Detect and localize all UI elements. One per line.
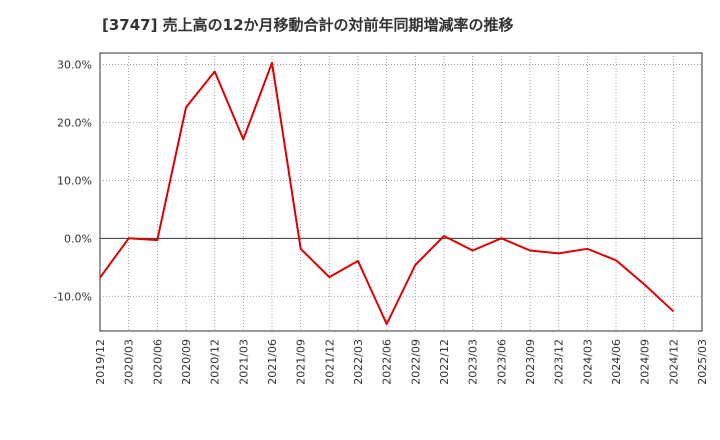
x-tick-label: 2023/06	[495, 339, 508, 385]
y-tick-label: 10.0%	[57, 174, 92, 187]
x-tick-label: 2020/06	[151, 339, 164, 385]
x-tick-label: 2025/03	[696, 339, 709, 385]
series-layer	[99, 61, 674, 326]
plot-area	[99, 52, 703, 332]
x-tick-label: 2020/03	[123, 339, 136, 385]
x-tick-label: 2022/12	[438, 339, 451, 385]
x-tick-label: 2021/09	[295, 339, 308, 385]
x-tick-label: 2024/06	[610, 339, 623, 385]
y-axis-tick-labels: 30.0% 20.0% 10.0% 0.0% -10.0%	[53, 59, 92, 304]
chart-title: [3747] 売上高の12か月移動合計の対前年同期増減率の推移	[102, 16, 514, 34]
x-tick-label: 2021/03	[237, 339, 250, 385]
x-axis-tick-labels: 2019/12 2020/03 2020/06 2020/09 2020/12 2021/…	[94, 339, 709, 385]
x-tick-label: 2021/12	[323, 339, 336, 385]
x-tick-label: 2020/09	[180, 339, 193, 385]
y-tick-label: 0.0%	[64, 232, 92, 245]
y-tick-label: 30.0%	[57, 59, 92, 72]
x-tick-label: 2021/06	[266, 339, 279, 385]
grid-lines	[100, 53, 702, 331]
series-line	[99, 61, 674, 326]
x-tick-label: 2022/09	[409, 339, 422, 385]
x-tick-label: 2023/03	[467, 339, 480, 385]
x-tick-label: 2023/09	[524, 339, 537, 385]
x-tick-label: 2024/03	[581, 339, 594, 385]
x-tick-label: 2019/12	[94, 339, 107, 385]
x-tick-label: 2022/03	[352, 339, 365, 385]
x-tick-label: 2024/12	[667, 339, 680, 385]
y-tick-label: 20.0%	[57, 117, 92, 130]
x-tick-label: 2022/06	[381, 339, 394, 385]
x-tick-label: 2023/12	[553, 339, 566, 385]
y-tick-label: -10.0%	[53, 290, 92, 303]
x-tick-label: 2020/12	[209, 339, 222, 385]
x-tick-label: 2024/09	[639, 339, 652, 385]
